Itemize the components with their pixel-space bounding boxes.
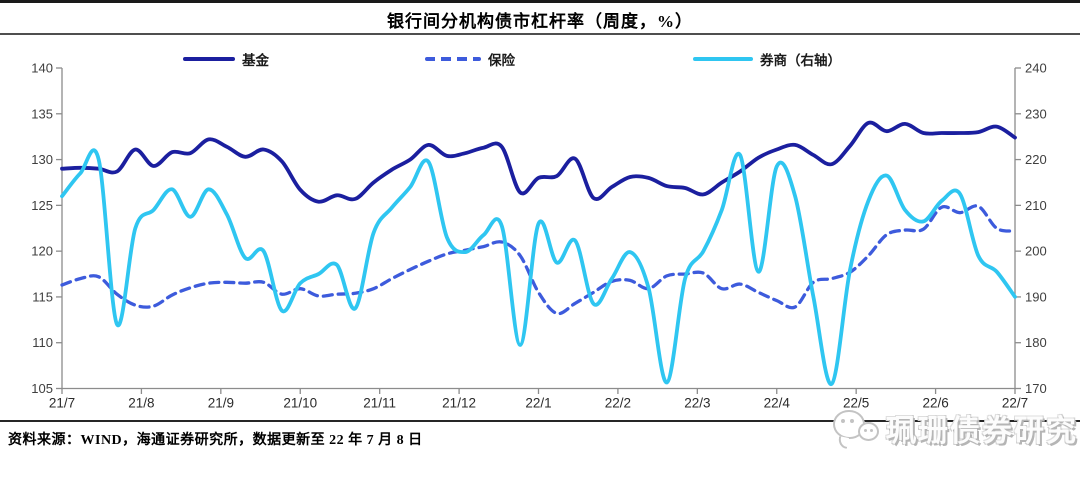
x-axis-tick-label: 21/11 <box>363 396 396 411</box>
x-axis-tick-label: 21/10 <box>283 396 317 411</box>
left-axis-tick-label: 105 <box>31 381 53 396</box>
legend-label-insurance: 保险 <box>488 53 515 68</box>
left-axis-tick-label: 115 <box>32 289 53 304</box>
x-axis-tick-label: 22/3 <box>684 396 710 411</box>
x-axis-tick-label: 21/7 <box>49 396 75 411</box>
insurance-line-icon <box>425 56 481 62</box>
left-axis-tick-label: 125 <box>31 198 53 213</box>
x-axis-tick-label: 21/8 <box>128 396 154 411</box>
insurance-line <box>60 204 1017 316</box>
title-divider <box>0 33 1080 35</box>
right-axis-tick-label: 220 <box>1025 152 1047 167</box>
right-axis-tick-label: 170 <box>1025 381 1047 396</box>
source-note: 资料来源：WIND，海通证券研究所，数据更新至 22 年 7 月 8 日 <box>8 433 423 448</box>
legend-item-broker: 券商（右轴） <box>693 51 841 68</box>
x-axis-tick-label: 22/6 <box>922 396 948 411</box>
right-axis-tick-label: 200 <box>1025 244 1047 259</box>
wechat-icon <box>832 406 879 450</box>
right-axis-tick-label: 240 <box>1025 61 1047 76</box>
x-axis-tick-label: 22/2 <box>605 396 631 411</box>
legend-item-fund: 基金 <box>183 51 269 68</box>
x-axis-tick-label: 22/5 <box>843 396 869 411</box>
left-axis-tick-label: 110 <box>32 335 53 350</box>
watermark-text: 珮珊债券研究 <box>886 415 1078 448</box>
right-axis-tick-label: 210 <box>1025 198 1047 213</box>
chart-title: 银行间分机构债市杠杆率（周度，%） <box>387 12 693 31</box>
x-axis-tick-label: 22/1 <box>525 396 551 411</box>
fund-line <box>60 120 1017 204</box>
footer-divider <box>0 420 1080 422</box>
left-axis-tick-label: 140 <box>31 61 53 76</box>
x-axis-tick-label: 21/12 <box>442 396 476 411</box>
broker-line-icon <box>693 56 753 62</box>
x-axis-tick-label: 22/4 <box>764 396 791 411</box>
left-axis-tick-label: 130 <box>31 152 53 167</box>
right-axis-tick-label: 190 <box>1025 289 1047 304</box>
fund-line-icon <box>183 56 235 62</box>
legend-label-fund: 基金 <box>242 53 269 68</box>
left-axis-tick-label: 135 <box>31 106 53 121</box>
top-border <box>0 0 1080 3</box>
legend-label-broker: 券商（右轴） <box>760 53 841 68</box>
right-axis-tick-label: 230 <box>1025 106 1047 121</box>
legend-item-insurance: 保险 <box>425 51 515 68</box>
x-axis-tick-label: 21/9 <box>208 396 234 411</box>
x-axis-tick-label: 22/7 <box>1002 396 1028 411</box>
watermark: 珮珊债券研究 <box>832 406 1078 450</box>
right-axis-tick-label: 180 <box>1025 335 1047 350</box>
left-axis-tick-label: 120 <box>31 244 53 259</box>
broker-line <box>60 148 1017 386</box>
